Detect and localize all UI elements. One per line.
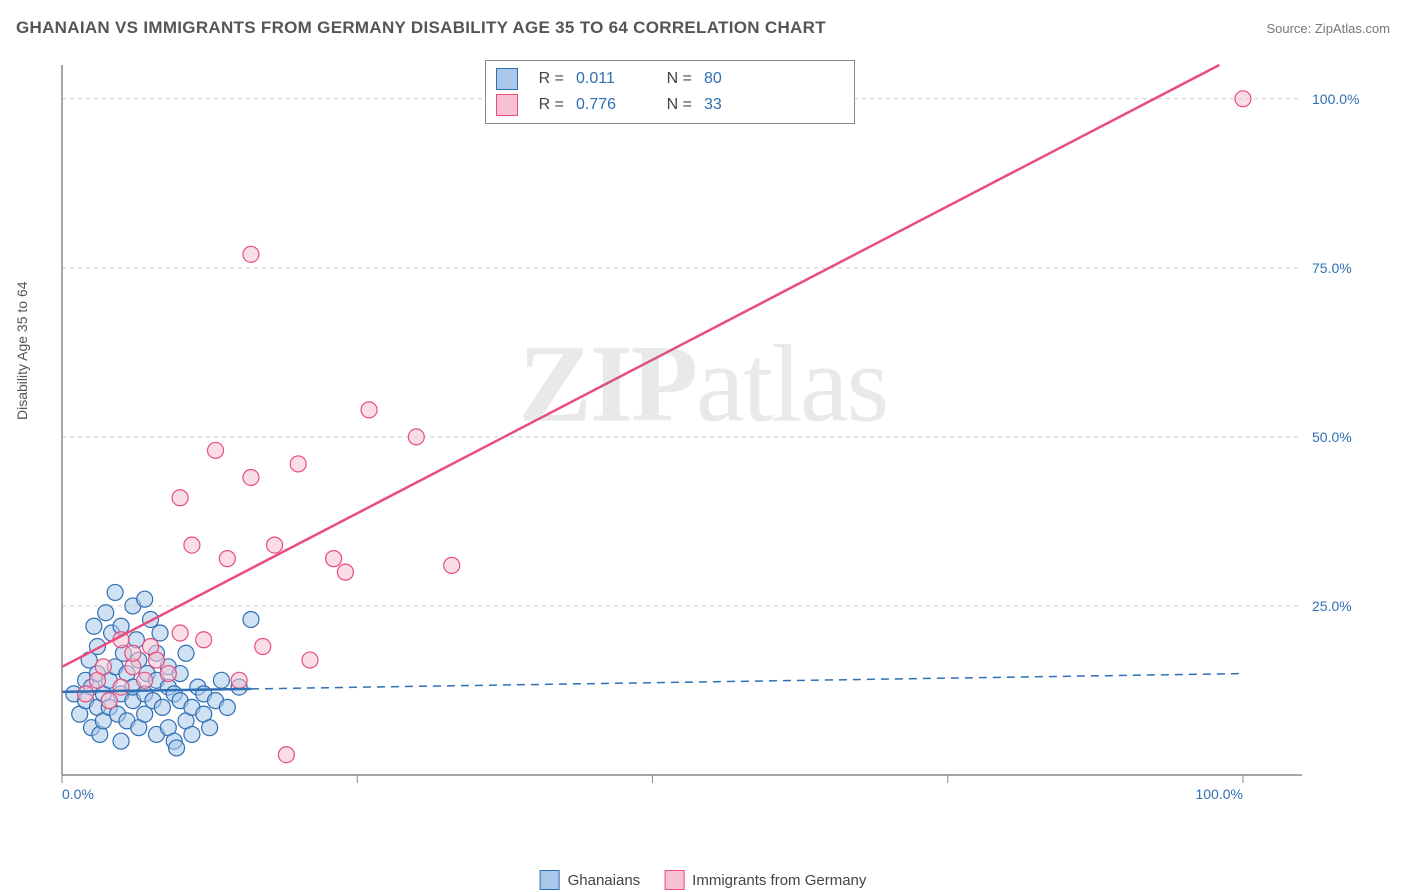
legend-swatch-icon [496, 94, 518, 116]
n-label: N = [658, 96, 692, 114]
legend-stats: R = 0.011 N = 80 R = 0.776 N = 33 [485, 60, 855, 124]
legend-swatch-icon [664, 870, 684, 890]
legend-swatch-icon [540, 870, 560, 890]
source-label: Source: ZipAtlas.com [1266, 21, 1390, 36]
legend-item-germany: Immigrants from Germany [664, 870, 866, 890]
chart-area: 25.0% 50.0% 75.0% 100.0% 0.0% 100.0% [52, 55, 1372, 815]
n-value-1: 80 [704, 70, 774, 88]
svg-text:100.0%: 100.0% [1195, 786, 1242, 802]
svg-text:25.0%: 25.0% [1312, 598, 1352, 614]
r-label: R = [530, 70, 564, 88]
legend-label: Ghanaians [568, 872, 641, 889]
svg-text:100.0%: 100.0% [1312, 91, 1359, 107]
r-value-1: 0.011 [576, 70, 646, 88]
r-label: R = [530, 96, 564, 114]
svg-text:50.0%: 50.0% [1312, 429, 1352, 445]
svg-text:0.0%: 0.0% [62, 786, 94, 802]
legend-stats-row-2: R = 0.776 N = 33 [496, 92, 844, 118]
legend-item-ghanaians: Ghanaians [540, 870, 641, 890]
y-axis-label: Disability Age 35 to 64 [14, 281, 30, 420]
legend-label: Immigrants from Germany [692, 872, 866, 889]
n-label: N = [658, 70, 692, 88]
n-value-2: 33 [704, 96, 774, 114]
svg-text:75.0%: 75.0% [1312, 260, 1352, 276]
legend-series: Ghanaians Immigrants from Germany [540, 870, 867, 890]
chart-title: GHANAIAN VS IMMIGRANTS FROM GERMANY DISA… [16, 18, 826, 38]
scatter-chart: 25.0% 50.0% 75.0% 100.0% 0.0% 100.0% [52, 55, 1372, 815]
legend-stats-row-1: R = 0.011 N = 80 [496, 66, 844, 92]
r-value-2: 0.776 [576, 96, 646, 114]
legend-swatch-icon [496, 68, 518, 90]
